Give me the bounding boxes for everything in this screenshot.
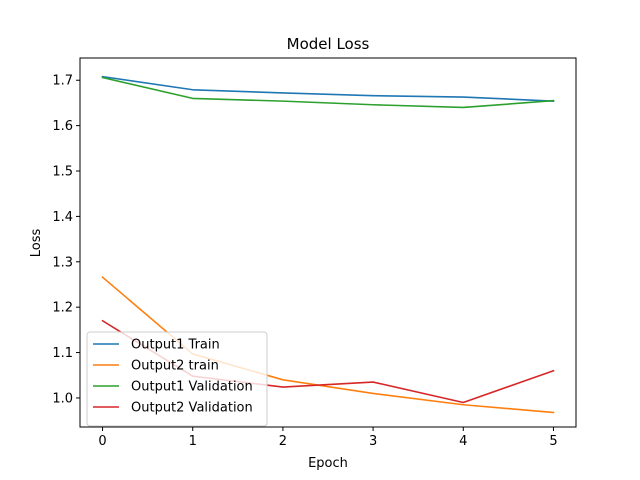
x-tick-label: 1 — [189, 434, 197, 449]
y-tick-label: 1.0 — [52, 391, 73, 406]
y-tick-label: 1.7 — [52, 74, 73, 89]
chart-title: Model Loss — [287, 35, 370, 53]
y-tick-label: 1.4 — [52, 210, 73, 225]
series-line-output1-validation — [101, 76, 555, 109]
legend-label: Output1 Train — [131, 338, 220, 353]
legend-box — [86, 331, 268, 427]
legend-label: Output2 train — [131, 359, 219, 374]
x-tick-label: 5 — [549, 434, 557, 449]
legend-label: Output2 Validation — [131, 401, 253, 416]
y-axis: 1.0 1.1 1.2 1.3 1.4 1.5 1.6 1.7 — [52, 74, 80, 406]
y-tick-label: 1.3 — [52, 255, 73, 270]
series-line-output1-train — [101, 75, 555, 102]
plot-frame — [79, 57, 577, 428]
y-tick-label: 1.6 — [52, 119, 73, 134]
y-tick-label: 1.1 — [52, 346, 73, 361]
y-tick-label: 1.2 — [52, 301, 73, 316]
x-tick-label: 4 — [459, 434, 467, 449]
x-axis: 0 1 2 3 4 5 — [98, 427, 558, 449]
legend-label: Output1 Validation — [131, 380, 253, 395]
x-axis-title: Epoch — [308, 456, 348, 471]
y-tick-label: 1.5 — [52, 165, 73, 180]
x-tick-label: 2 — [279, 434, 287, 449]
y-axis-title: Loss — [29, 229, 44, 258]
x-tick-label: 0 — [98, 434, 106, 449]
legend: Output1 Train Output2 train Output1 Valida… — [86, 331, 268, 427]
x-tick-label: 3 — [369, 434, 377, 449]
